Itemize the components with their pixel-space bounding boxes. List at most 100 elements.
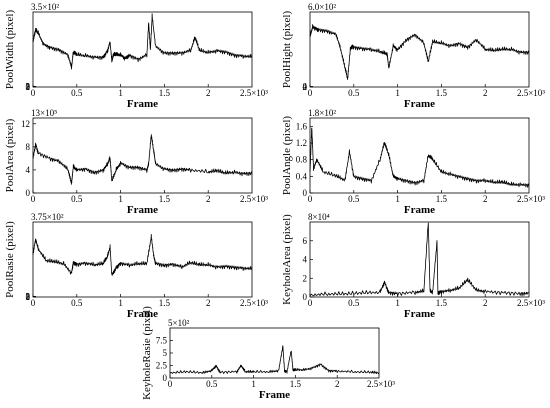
poolangle-xtick-label: 1 bbox=[395, 194, 400, 204]
keyholearea-ymax-label: 8×10⁴ bbox=[308, 212, 330, 222]
poolwidth-yaxis-label: PoolWidth (pixel) bbox=[4, 10, 16, 90]
poolhight-xtick-label: 0.5 bbox=[348, 88, 360, 98]
keyholearea-xtick-label: 2 bbox=[483, 298, 488, 308]
keyholearea-ytick-label: 4 bbox=[303, 255, 308, 265]
poolhight-plot-frame bbox=[309, 11, 530, 88]
poolrasie-xmax-label: 2.5×10³ bbox=[240, 298, 268, 308]
keyholerasie-ytick-label: 2.5 bbox=[156, 361, 168, 371]
poolarea-xtick-label: 2 bbox=[206, 194, 211, 204]
poolangle-ytick-label: 0 bbox=[303, 188, 308, 198]
poolarea-xtick-label: 1.5 bbox=[159, 194, 171, 204]
poolarea-ymax-label: 13×10⁵ bbox=[31, 108, 57, 118]
keyholearea-xtick-label: 1.5 bbox=[436, 298, 448, 308]
poolarea-xtick-label: 0 bbox=[31, 194, 36, 204]
poolwidth-plot-frame bbox=[32, 11, 253, 88]
poolhight-xtick-label: 0 bbox=[308, 88, 313, 98]
poolrasie-xaxis-label: Frame bbox=[127, 308, 158, 320]
keyholerasie-yaxis-label: KeyholeRasie (pixel) bbox=[141, 306, 153, 400]
poolangle-xtick-label: 0.5 bbox=[348, 194, 360, 204]
poolarea-ytick-label: 4 bbox=[26, 165, 31, 175]
poolwidth-series-line bbox=[32, 13, 253, 70]
poolangle-series-line bbox=[309, 127, 530, 188]
poolangle-xaxis-label: Frame bbox=[404, 204, 435, 216]
poolarea-yaxis-label: PoolArea (pixel) bbox=[4, 118, 16, 192]
keyholearea-ytick-label: 0 bbox=[303, 292, 308, 302]
keyholearea-xmax-label: 2.5×10³ bbox=[517, 298, 545, 308]
poolrasie-series-line bbox=[32, 234, 253, 276]
poolhight-ytick-label: 4 bbox=[303, 82, 308, 92]
poolrasie-plot-frame bbox=[32, 221, 253, 298]
keyholearea-series-line bbox=[309, 222, 530, 297]
keyholearea-ytick-label: 6 bbox=[303, 236, 308, 246]
keyholearea-yaxis-label: KeyholeArea (pixel) bbox=[281, 214, 293, 305]
poolhight-ytick-label: 2 bbox=[303, 82, 308, 92]
poolwidth-xtick-label: 2 bbox=[206, 88, 211, 98]
poolwidth-ytick-label: 0 bbox=[26, 82, 31, 92]
poolarea-plot-frame bbox=[32, 117, 253, 194]
poolwidth-ytick-label: 1 bbox=[26, 82, 31, 92]
poolwidth-ytick-label: 3 bbox=[26, 81, 31, 91]
poolarea-ytick-label: 12 bbox=[21, 119, 30, 129]
poolangle-yaxis-label: PoolAngle (pixel) bbox=[281, 116, 293, 195]
poolarea-series-line bbox=[32, 134, 253, 185]
poolarea-xtick-label: 0.5 bbox=[71, 194, 83, 204]
keyholearea-xaxis-label: Frame bbox=[404, 308, 435, 320]
poolhight-yaxis-label: PoolHight (pixel) bbox=[281, 11, 293, 89]
poolwidth-xtick-label: 0 bbox=[31, 88, 36, 98]
poolrasie-ytick-label: 2 bbox=[26, 292, 31, 302]
poolarea-ytick-label: 0 bbox=[26, 188, 31, 198]
poolwidth-xmax-label: 2.5×10³ bbox=[240, 88, 268, 98]
keyholerasie-xtick-label: 1 bbox=[251, 379, 256, 389]
poolhight-xtick-label: 1 bbox=[395, 88, 400, 98]
poolangle-xmax-label: 2.5×10³ bbox=[517, 194, 545, 204]
poolwidth-ytick-label: 2 bbox=[26, 82, 31, 92]
keyholearea-xtick-label: 0.5 bbox=[348, 298, 360, 308]
keyholerasie-xtick-label: 0 bbox=[168, 379, 173, 389]
poolrasie-xtick-label: 1.5 bbox=[159, 298, 171, 308]
poolangle-xtick-label: 1.5 bbox=[436, 194, 448, 204]
poolhight-xmax-label: 2.5×10³ bbox=[517, 88, 545, 98]
poolrasie-ymax-label: 3.75×10² bbox=[31, 212, 64, 222]
poolangle-xtick-label: 2 bbox=[483, 194, 488, 204]
poolangle-ytick-label: 0.4 bbox=[296, 171, 308, 181]
poolangle-ytick-label: 1.6 bbox=[296, 121, 308, 131]
poolwidth-ymax-label: 3.5×10² bbox=[31, 2, 59, 12]
poolarea-xtick-label: 1 bbox=[118, 194, 123, 204]
poolhight-xaxis-label: Frame bbox=[404, 98, 435, 110]
keyholerasie-xaxis-label: Frame bbox=[259, 389, 290, 401]
keyholerasie-ytick-label: 7.5 bbox=[156, 336, 168, 346]
poolarea-xaxis-label: Frame bbox=[127, 204, 158, 216]
poolhight-ytick-label: 0 bbox=[303, 82, 308, 92]
keyholearea-xtick-label: 0 bbox=[308, 298, 313, 308]
keyholerasie-series-line bbox=[169, 345, 380, 374]
poolrasie-xtick-label: 0 bbox=[31, 298, 36, 308]
keyholerasie-ymax-label: 5×10² bbox=[168, 318, 190, 328]
poolangle-ytick-label: 1.2 bbox=[296, 138, 307, 148]
keyholerasie-xtick-label: 1.5 bbox=[290, 379, 302, 389]
poolrasie-xtick-label: 1 bbox=[118, 298, 123, 308]
poolrasie-xtick-label: 2 bbox=[206, 298, 211, 308]
poolarea-ytick-label: 8 bbox=[26, 142, 31, 152]
poolrasie-ytick-label: 0 bbox=[26, 292, 31, 302]
poolangle-ymax-label: 1.8×10² bbox=[308, 108, 336, 118]
poolhight-xtick-label: 1.5 bbox=[436, 88, 448, 98]
keyholerasie-xmax-label: 2.5×10³ bbox=[367, 379, 395, 389]
poolangle-xtick-label: 0 bbox=[308, 194, 313, 204]
poolrasie-ytick-label: 1 bbox=[26, 292, 31, 302]
keyholerasie-ytick-label: 0 bbox=[163, 373, 168, 383]
poolhight-ymax-label: 6.0×10² bbox=[308, 2, 336, 12]
poolhight-xtick-label: 2 bbox=[483, 88, 488, 98]
poolrasie-ytick-label: 3 bbox=[26, 291, 31, 301]
poolwidth-xtick-label: 0.5 bbox=[71, 88, 83, 98]
keyholerasie-xtick-label: 2 bbox=[335, 379, 340, 389]
poolwidth-xtick-label: 1 bbox=[118, 88, 123, 98]
poolangle-plot-frame bbox=[309, 117, 530, 194]
keyholearea-ytick-label: 2 bbox=[303, 273, 308, 283]
poolhight-series-line bbox=[309, 24, 530, 80]
keyholearea-plot-frame bbox=[309, 221, 530, 298]
poolrasie-xtick-label: 0.5 bbox=[71, 298, 83, 308]
poolwidth-xaxis-label: Frame bbox=[127, 98, 158, 110]
keyholerasie-xtick-label: 0.5 bbox=[206, 379, 218, 389]
poolwidth-xtick-label: 1.5 bbox=[159, 88, 171, 98]
